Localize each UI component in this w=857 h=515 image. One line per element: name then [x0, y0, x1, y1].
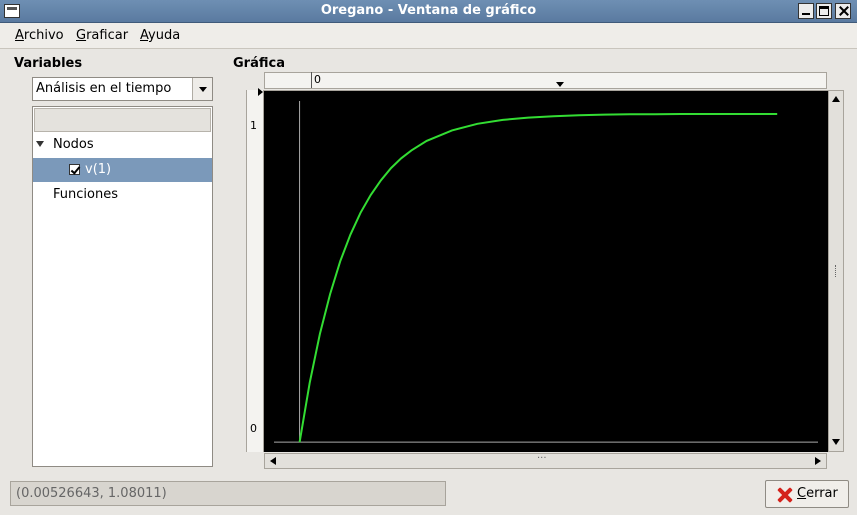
horizontal-scrollbar[interactable]: ...: [264, 450, 827, 469]
analysis-type-value: Análisis en el tiempo: [36, 81, 172, 96]
menu-graficar[interactable]: Graficar: [76, 28, 129, 43]
minimize-button[interactable]: [798, 3, 814, 19]
scroll-grip-horizontal[interactable]: ...: [537, 450, 547, 461]
ruler-marker-left-icon: [258, 88, 263, 96]
status-coords-field: (0.00526643, 1.08011): [10, 481, 446, 506]
menu-bar: Archivo Graficar Ayuda: [0, 23, 857, 49]
scroll-grip-icon[interactable]: [835, 265, 837, 277]
y-tick-1: 1: [250, 119, 257, 132]
close-icon: [776, 486, 794, 504]
vertical-scrollbar[interactable]: [828, 90, 844, 452]
window-title: Oregano - Ventana de gráfico: [320, 3, 537, 18]
scroll-down-icon[interactable]: [832, 439, 840, 445]
cerrar-button[interactable]: Cerrar: [765, 480, 849, 508]
y-tick-0: 0: [250, 422, 257, 435]
cerrar-label: Cerrar: [797, 486, 838, 501]
variables-tree[interactable]: Nodos v(1) Funciones: [32, 106, 213, 467]
expander-down-icon[interactable]: [36, 141, 44, 147]
v1-label: v(1): [85, 162, 112, 177]
menu-archivo[interactable]: Archivo: [15, 28, 64, 43]
tree-column-header[interactable]: [34, 108, 211, 132]
left-ruler: 1 0: [247, 88, 264, 452]
close-window-button[interactable]: [835, 3, 851, 19]
funciones-label: Funciones: [53, 187, 118, 202]
v1-checkbox[interactable]: [69, 164, 80, 175]
chart-svg: [274, 101, 818, 443]
window-menu-icon[interactable]: [4, 4, 20, 18]
top-ruler-label: 0: [314, 73, 321, 86]
tree-row-nodos[interactable]: Nodos: [33, 133, 212, 157]
series-v1-line: [298, 113, 778, 443]
scroll-right-icon[interactable]: [815, 457, 821, 465]
menu-ayuda[interactable]: Ayuda: [140, 28, 181, 43]
top-ruler: 0: [264, 72, 827, 89]
analysis-type-combo[interactable]: Análisis en el tiempo: [32, 77, 213, 101]
maximize-button[interactable]: [816, 3, 832, 19]
scroll-left-icon[interactable]: [270, 457, 276, 465]
scroll-up-icon[interactable]: [832, 96, 840, 102]
ruler-marker-icon: [556, 82, 564, 87]
plot-area[interactable]: [264, 91, 828, 452]
title-bar: Oregano - Ventana de gráfico: [0, 0, 857, 23]
chevron-down-icon[interactable]: [192, 78, 212, 100]
nodos-label: Nodos: [53, 137, 94, 152]
tree-row-funciones[interactable]: Funciones: [33, 183, 212, 207]
graph-header: Gráfica: [233, 56, 285, 71]
status-coords-text: (0.00526643, 1.08011): [16, 486, 167, 501]
variables-header: Variables: [14, 56, 83, 71]
tree-row-v1[interactable]: v(1): [33, 158, 212, 182]
